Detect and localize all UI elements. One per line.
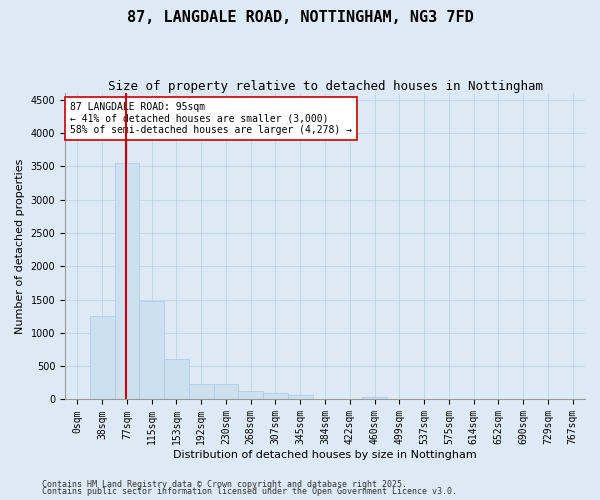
Text: Contains public sector information licensed under the Open Government Licence v3: Contains public sector information licen…	[42, 487, 457, 496]
Bar	[189, 384, 214, 400]
Bar	[313, 399, 337, 400]
Bar	[65, 399, 90, 400]
Bar	[288, 396, 313, 400]
Bar	[115, 163, 139, 400]
Title: Size of property relative to detached houses in Nottingham: Size of property relative to detached ho…	[107, 80, 542, 93]
Y-axis label: Number of detached properties: Number of detached properties	[15, 158, 25, 334]
Bar	[362, 398, 387, 400]
X-axis label: Distribution of detached houses by size in Nottingham: Distribution of detached houses by size …	[173, 450, 477, 460]
Text: 87, LANGDALE ROAD, NOTTINGHAM, NG3 7FD: 87, LANGDALE ROAD, NOTTINGHAM, NG3 7FD	[127, 10, 473, 25]
Bar	[263, 393, 288, 400]
Text: 87 LANGDALE ROAD: 95sqm
← 41% of detached houses are smaller (3,000)
58% of semi: 87 LANGDALE ROAD: 95sqm ← 41% of detache…	[70, 102, 352, 136]
Bar	[164, 359, 189, 400]
Bar	[90, 316, 115, 400]
Bar	[139, 301, 164, 400]
Bar	[238, 391, 263, 400]
Text: Contains HM Land Registry data © Crown copyright and database right 2025.: Contains HM Land Registry data © Crown c…	[42, 480, 407, 489]
Bar	[214, 384, 238, 400]
